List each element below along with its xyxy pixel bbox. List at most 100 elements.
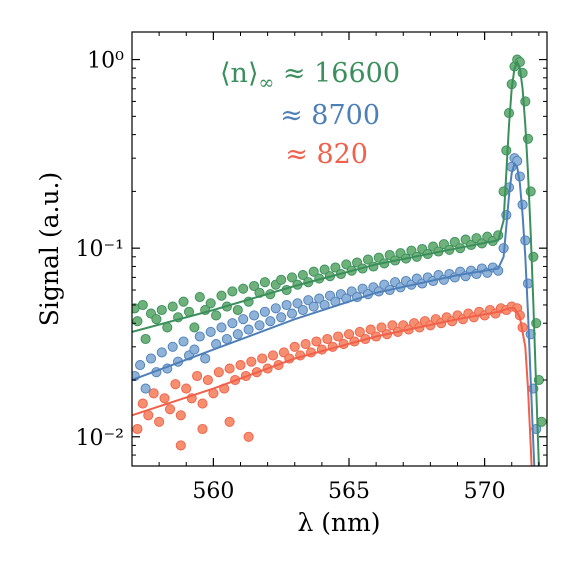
data-point (257, 353, 268, 364)
data-point (297, 270, 308, 281)
data-point (289, 341, 300, 352)
data-point (341, 259, 352, 270)
data-point (140, 383, 151, 394)
data-point (235, 360, 246, 371)
data-point (213, 367, 224, 378)
data-point (227, 318, 238, 329)
data-point (319, 264, 330, 275)
data-point (148, 388, 159, 399)
data-point (232, 304, 243, 316)
data-point (322, 333, 333, 345)
data-point (267, 350, 279, 361)
data-point (276, 312, 287, 323)
data-point (501, 145, 512, 156)
data-point (246, 356, 257, 367)
data-point (164, 404, 176, 415)
data-point (265, 316, 276, 327)
series-fit-line (132, 307, 533, 466)
data-point (211, 310, 222, 321)
data-point (276, 274, 287, 285)
data-point (343, 329, 355, 340)
data-point (286, 272, 298, 283)
data-point (286, 308, 298, 319)
data-point (528, 251, 539, 262)
data-point (249, 310, 260, 321)
data-point (300, 339, 311, 350)
data-point (292, 298, 303, 309)
data-point (156, 304, 167, 316)
data-point (200, 353, 211, 364)
data-point (132, 423, 143, 435)
data-point (192, 370, 203, 382)
data-point (143, 410, 154, 421)
data-point (154, 416, 165, 427)
y-tick-label: 10⁰ (87, 49, 124, 74)
data-point (243, 431, 254, 442)
series-fit-line (132, 59, 540, 466)
data-point (308, 301, 319, 312)
series-fit-line (132, 161, 536, 466)
data-point (238, 283, 249, 294)
data-point (498, 186, 509, 197)
data-point (281, 299, 292, 311)
data-point (449, 236, 460, 247)
series-annotation: ≈ 820 (285, 139, 368, 170)
data-point (297, 304, 308, 316)
data-point (216, 322, 227, 333)
y-axis-title: Signal (a.u.) (35, 172, 64, 326)
data-point (238, 314, 249, 325)
data-point (232, 329, 243, 340)
data-point (227, 286, 238, 297)
data-point (178, 336, 189, 347)
data-point (362, 254, 374, 265)
data-point (175, 440, 186, 451)
data-point (205, 298, 216, 309)
data-point (522, 133, 534, 144)
series-annotation: ≈ 8700 (280, 100, 380, 131)
data-point (137, 299, 148, 311)
data-point (197, 423, 208, 435)
data-point (167, 301, 178, 312)
data-point (387, 320, 398, 331)
data-point (170, 379, 181, 390)
data-point (259, 306, 270, 317)
series-annotation: ⟨n⟩∞ ≈ 16600 (220, 58, 400, 94)
data-point (189, 344, 200, 355)
data-point (520, 96, 531, 107)
data-point (175, 410, 186, 421)
data-point (194, 292, 205, 303)
x-axis-title: λ (nm) (297, 508, 380, 537)
data-point (314, 293, 325, 304)
data-point (137, 398, 148, 409)
data-point (224, 363, 235, 374)
data-point (167, 341, 178, 352)
data-point (259, 277, 270, 288)
data-point (354, 326, 365, 337)
data-point (189, 322, 200, 333)
annotations-layer: ⟨n⟩∞ ≈ 16600 ≈ 8700 ≈ 820 (220, 58, 400, 170)
data-point (135, 360, 146, 371)
y-tick-label: 10⁻¹ (76, 237, 124, 262)
x-tick-label: 560 (192, 479, 234, 504)
data-point (216, 290, 227, 301)
data-point (221, 333, 232, 345)
data-point (156, 347, 167, 358)
data-point (178, 296, 189, 307)
y-tick-label: 10⁻² (76, 426, 124, 451)
data-point (333, 331, 344, 342)
x-tick-label: 565 (328, 479, 370, 504)
plot-frame (131, 31, 548, 467)
data-point (159, 393, 170, 404)
data-point (311, 336, 322, 347)
data-point (140, 333, 151, 345)
data-point (202, 374, 213, 386)
data-point (243, 324, 254, 335)
data-point (303, 295, 314, 306)
data-point (194, 331, 205, 342)
data-point (376, 322, 387, 333)
data-point (224, 416, 235, 427)
data-point (308, 266, 319, 277)
data-point (522, 278, 534, 289)
